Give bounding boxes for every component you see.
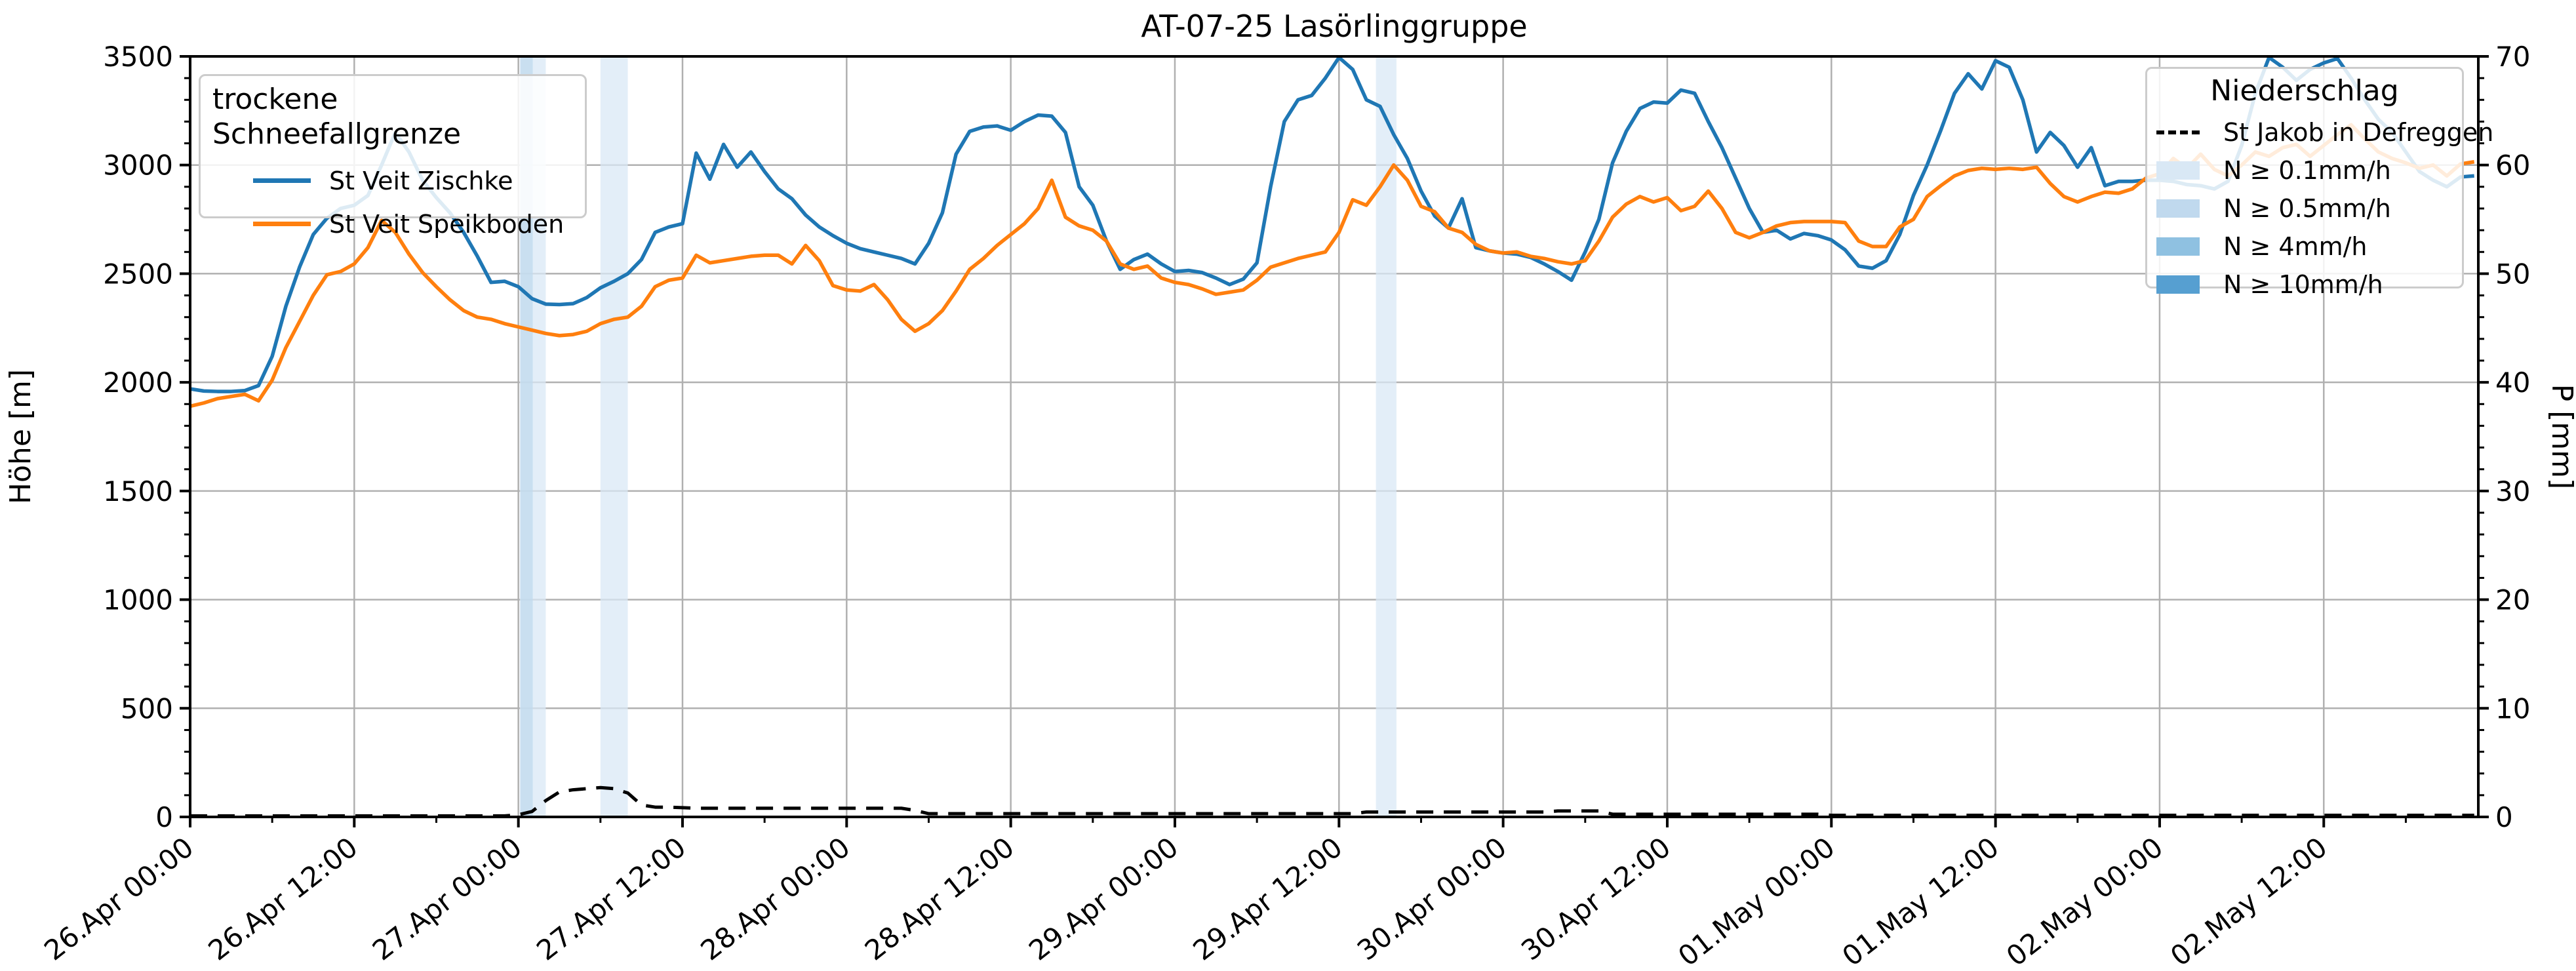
x-tick-label: 01.May 00:00: [1672, 831, 1840, 971]
series-precip-dashed: [190, 785, 2474, 817]
dashed-line-sample-icon: [2156, 130, 2200, 134]
y-right-tick-label: 10: [2495, 692, 2530, 724]
legend-item-label: N ≥ 10mm/h: [2223, 269, 2383, 299]
y-right-tick-label: 60: [2495, 149, 2530, 182]
x-tick-label: 26.Apr 00:00: [38, 831, 199, 966]
legend-item-label: St Jakob in Defreggen: [2223, 117, 2494, 147]
y-left-tick-label: 3500: [103, 41, 173, 73]
y-right-tick-label: 20: [2495, 584, 2530, 616]
data-lines: [190, 56, 2475, 817]
chart-title: AT-07-25 Lasörlinggruppe: [1141, 9, 1527, 44]
zischke-line-sample-icon: [253, 178, 311, 184]
y-left-tick-label: 0: [155, 801, 173, 833]
y-left-tick-label: 1500: [103, 475, 173, 507]
legend-item-label: St Veit Speikboden: [329, 209, 565, 239]
y-right-tick-label: 0: [2495, 801, 2513, 833]
legend-item-zischke: St Veit Zischke: [212, 167, 573, 195]
x-tick-label: 27.Apr 00:00: [367, 831, 528, 966]
y-left-tick-label: 3000: [103, 149, 173, 182]
precip-patch-4-icon: [2156, 237, 2200, 256]
gridlines: [189, 56, 2478, 817]
x-tick-label: 29.Apr 12:00: [1187, 831, 1348, 966]
precip-patch-0.5-icon: [2156, 199, 2200, 218]
y-right-tick-label: 40: [2495, 367, 2530, 399]
series-st-veit-zischke: [190, 56, 2474, 393]
x-tick-label: 29.Apr 00:00: [1023, 831, 1184, 966]
legend-precip: Niederschlag St Jakob in Defreggen N ≥ 0…: [2145, 67, 2493, 299]
x-tick-label: 28.Apr 00:00: [695, 831, 856, 966]
x-tick-label: 27.Apr 12:00: [530, 831, 692, 966]
legend-item-n4: N ≥ 4mm/h: [2156, 232, 2453, 261]
series-st-veit-speikboden: [190, 123, 2475, 408]
y-left-tick-label: 2000: [103, 367, 173, 399]
y-right-tick-label: 30: [2495, 475, 2530, 507]
precip-band: [600, 56, 628, 817]
legend-item-n05: N ≥ 0.5mm/h: [2156, 194, 2453, 223]
y-left-tick-label: 1000: [103, 584, 173, 616]
y-right-axis-label: P [mm]: [2545, 384, 2576, 490]
plot-border: [189, 55, 2480, 818]
legend-item-label: N ≥ 0.5mm/h: [2223, 193, 2391, 223]
x-tick-label: 26.Apr 12:00: [203, 831, 364, 966]
legend-item-label: N ≥ 4mm/h: [2223, 231, 2368, 261]
precip-band: [1376, 56, 1397, 817]
y-left-tick-label: 500: [121, 692, 173, 724]
legend-precip-title: Niederschlag: [2210, 74, 2399, 108]
legend-item-stjakob: St Jakob in Defreggen: [2156, 118, 2493, 147]
ticks: [180, 55, 2489, 827]
legend-snowline-title: trockene Schneefallgrenze: [212, 83, 462, 151]
legend-item-speikboden: St Veit Speikboden: [212, 210, 573, 239]
speikboden-line-sample-icon: [253, 222, 311, 227]
x-tick-label: 30.Apr 00:00: [1351, 831, 1513, 966]
x-tick-label: 02.May 12:00: [2164, 831, 2333, 971]
y-left-axis-label: Höhe [m]: [4, 369, 37, 504]
x-tick-label: 01.May 12:00: [1836, 831, 2005, 971]
x-tick-label: 30.Apr 12:00: [1515, 831, 1676, 966]
legend-item-label: N ≥ 0.1mm/h: [2223, 155, 2391, 185]
y-right-tick-label: 50: [2495, 258, 2530, 290]
x-tick-label: 28.Apr 12:00: [859, 831, 1020, 966]
x-tick-label: 02.May 00:00: [2000, 831, 2169, 971]
legend-item-label: St Veit Zischke: [329, 166, 513, 195]
legend-snowline: trockene Schneefallgrenze St Veit Zischk…: [199, 74, 587, 239]
precip-band: [520, 56, 533, 817]
y-left-tick-label: 2500: [103, 258, 173, 290]
y-right-tick-label: 70: [2495, 41, 2530, 73]
precip-bands: [519, 56, 1397, 817]
legend-item-n01: N ≥ 0.1mm/h: [2156, 156, 2453, 185]
legend-item-n10: N ≥ 10mm/h: [2156, 270, 2453, 299]
precip-patch-0.1-icon: [2156, 161, 2200, 180]
precip-patch-10-icon: [2156, 275, 2200, 294]
